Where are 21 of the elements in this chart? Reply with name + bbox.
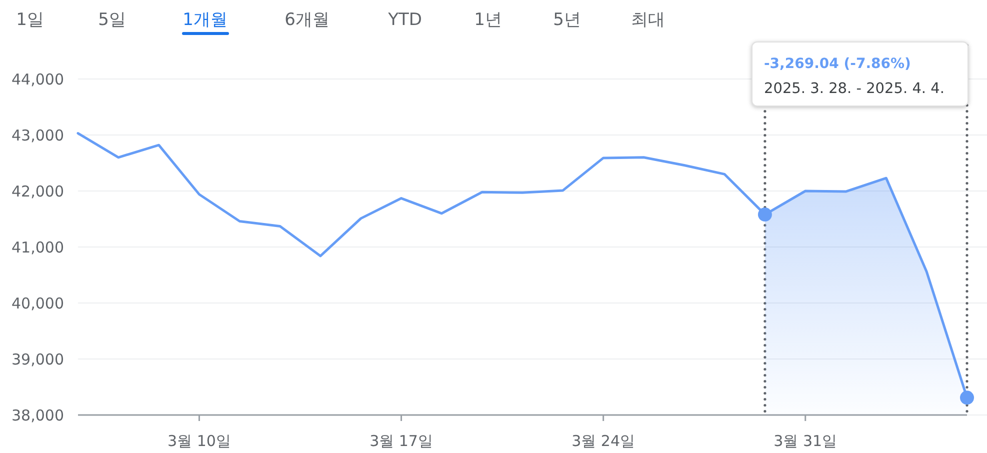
y-tick-label: 44,000	[12, 70, 64, 88]
y-tick-label: 42,000	[12, 182, 64, 200]
x-tick-label: 3월 10일	[168, 432, 231, 450]
text: 1일	[16, 10, 44, 30]
annotation: 2025. 3. 28. - 2025. 4. 4.	[764, 81, 944, 97]
text: -3,269.04 (-7.86%)	[764, 56, 911, 72]
x-tick-label: 3월 17일	[370, 432, 433, 450]
text: 5일	[98, 10, 126, 30]
y-tick-label: 40,000	[12, 294, 64, 312]
text: YTD	[387, 10, 422, 30]
text: 6개월	[284, 10, 330, 30]
y-tick-label: 38,000	[12, 406, 64, 424]
text: 1년	[474, 10, 502, 30]
text: 5년	[553, 10, 581, 30]
text: 최대	[631, 10, 665, 30]
x-tick-label: 3월 31일	[774, 432, 838, 450]
x-tick-label: 3월 24일	[572, 432, 636, 450]
y-tick-label: 43,000	[12, 126, 64, 144]
y-tick-label: 39,000	[12, 350, 64, 368]
y-tick-label: 41,000	[12, 238, 64, 256]
text: 1개월	[182, 10, 228, 30]
